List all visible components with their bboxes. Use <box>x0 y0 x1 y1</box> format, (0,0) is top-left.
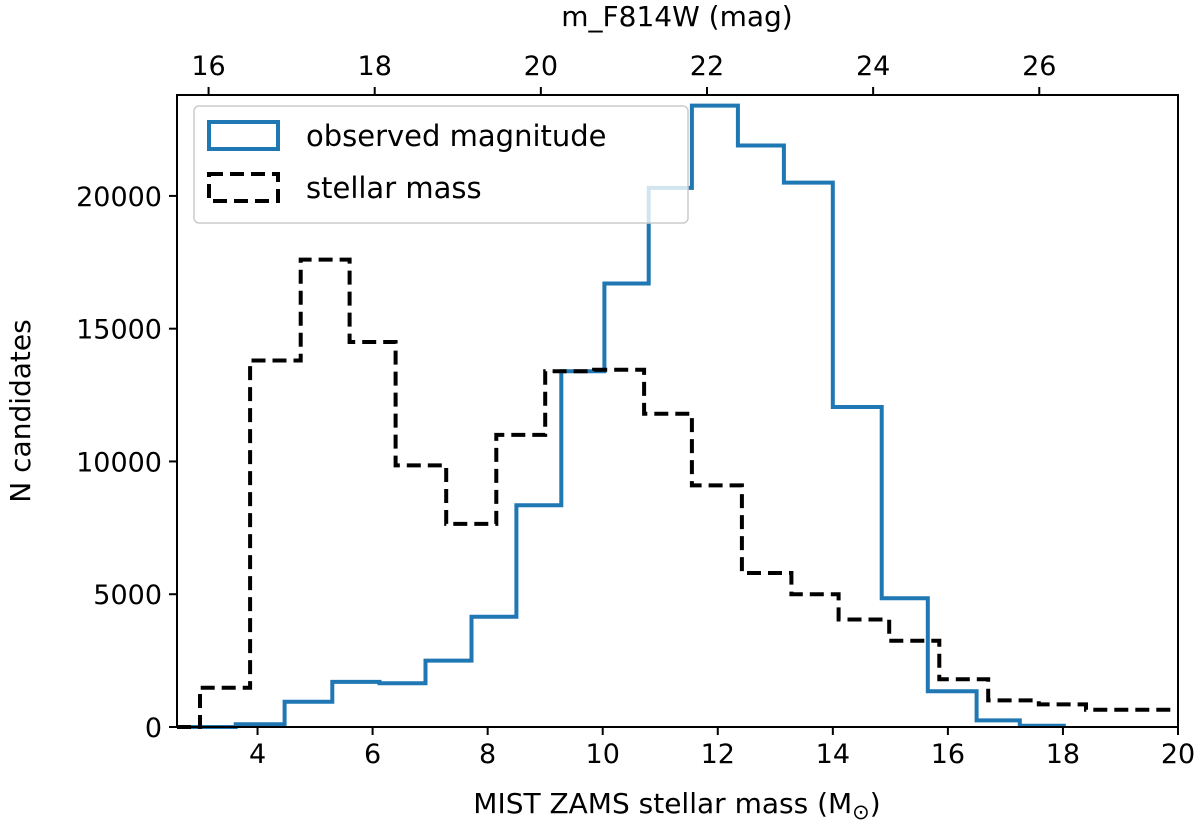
y-axis-ticks: 0 5000 10000 15000 20000 <box>76 182 177 744</box>
x-tick-label: 10 <box>586 739 620 770</box>
x-tick-label: 20 <box>1161 739 1195 770</box>
legend-swatch-stellar-mass <box>207 172 280 203</box>
x2-axis-label: m_F814W (mag) <box>561 0 792 33</box>
legend-swatch-observed-magnitude <box>207 120 280 151</box>
series-stellar-mass <box>177 257 1178 729</box>
y-tick-label: 5000 <box>93 580 162 611</box>
x-tick-label: 14 <box>816 739 850 770</box>
x-axis-label: MIST ZAMS stellar mass (M⊙) <box>473 787 880 824</box>
x-tick-label: 16 <box>931 739 965 770</box>
series-layer <box>177 103 1178 729</box>
x-tick-label: 4 <box>249 739 266 770</box>
y-tick-label: 10000 <box>76 447 162 478</box>
x2-tick-label: 16 <box>191 51 225 82</box>
legend: observed magnitude stellar mass <box>193 105 689 224</box>
x-tick-label: 12 <box>701 739 735 770</box>
x2-tick-label: 18 <box>358 51 392 82</box>
x2-tick-label: 22 <box>690 51 724 82</box>
plot-frame <box>176 94 1179 728</box>
x-tick-label: 8 <box>479 739 496 770</box>
x2-tick-label: 26 <box>1022 51 1056 82</box>
x2-tick-label: 20 <box>524 51 558 82</box>
legend-label-stellar-mass: stellar mass <box>306 171 482 205</box>
y-tick-label: 20000 <box>76 182 162 213</box>
x-tick-label: 18 <box>1046 739 1080 770</box>
x2-axis-ticks: 16 18 20 22 24 26 <box>191 51 1056 95</box>
y-tick-label: 15000 <box>76 315 162 346</box>
y-tick-label: 0 <box>145 713 162 744</box>
x2-tick-label: 24 <box>856 51 890 82</box>
y-axis-label: N candidates <box>4 319 37 502</box>
series-observed-magnitude <box>177 103 1066 729</box>
legend-label-observed-magnitude: observed magnitude <box>306 119 607 153</box>
legend-box <box>193 105 689 224</box>
x-tick-label: 6 <box>364 739 381 770</box>
x-axis-ticks: 4 6 8 10 12 14 16 18 20 <box>249 727 1195 770</box>
